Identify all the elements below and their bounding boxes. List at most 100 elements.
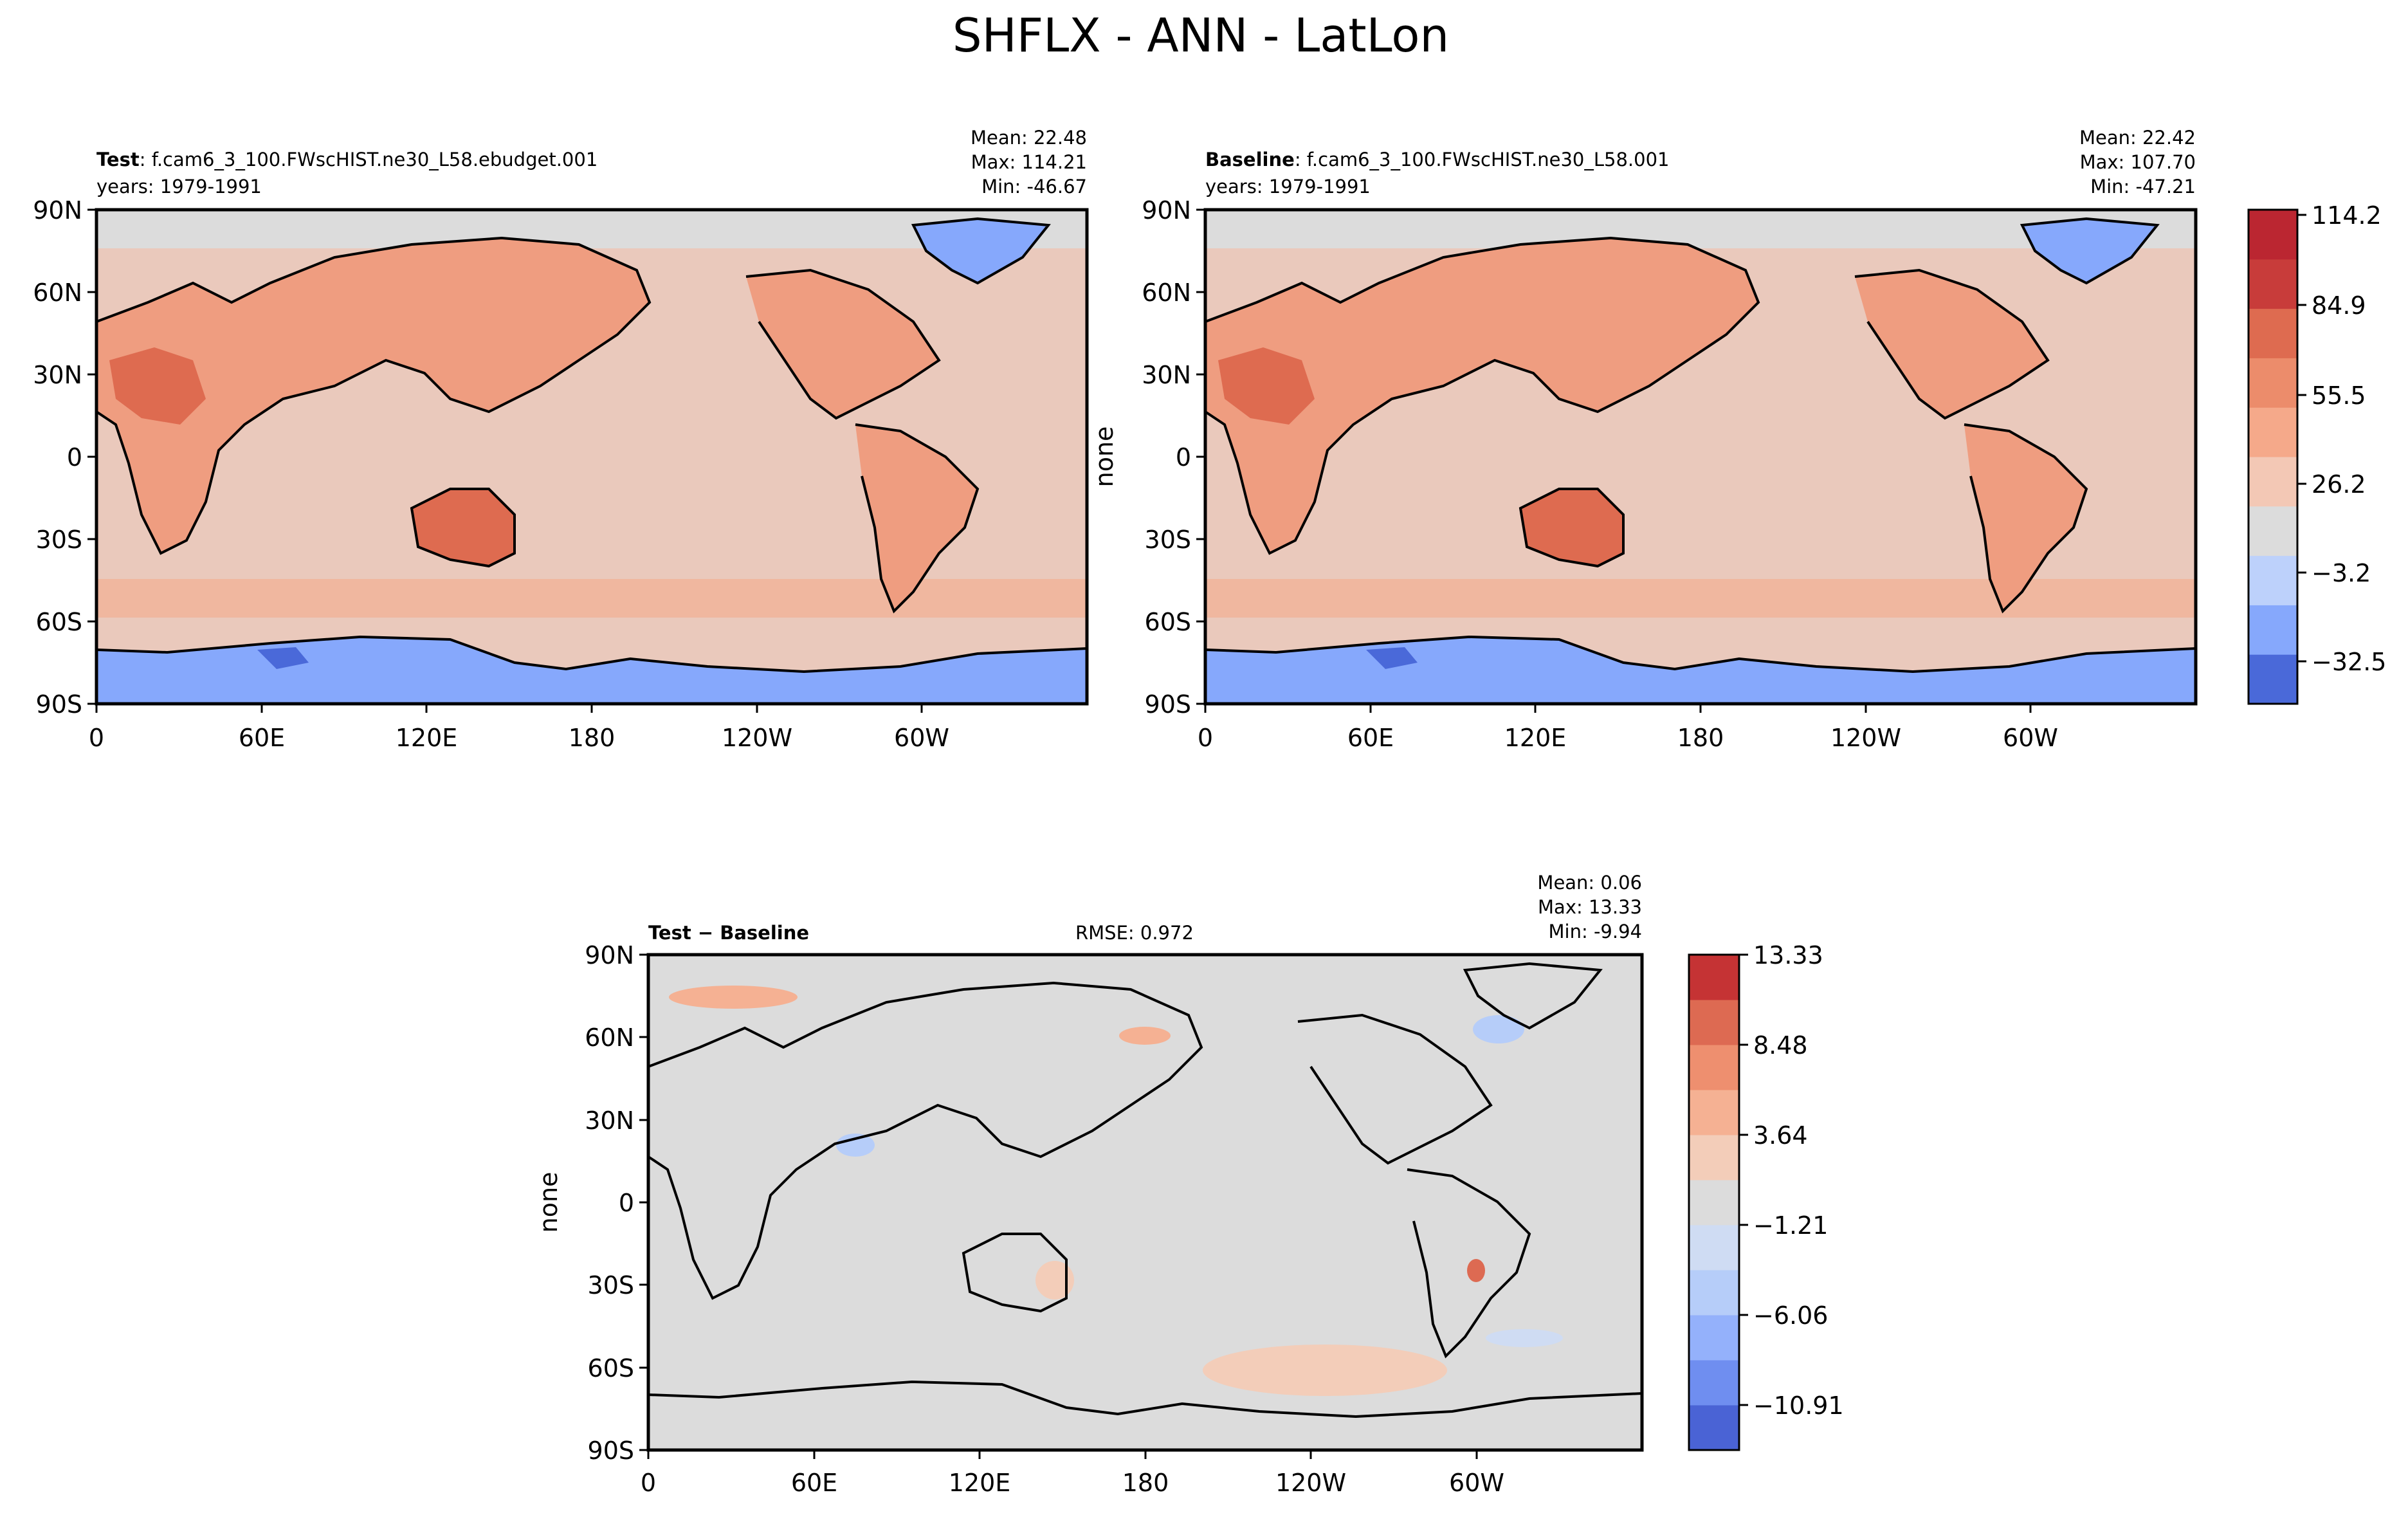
diff-colorbar-segment <box>1689 1000 1739 1045</box>
diff-label: Test − Baseline <box>648 922 809 944</box>
diff-colorbar-segment <box>1689 1405 1739 1451</box>
baseline-years: years: 1979-1991 <box>1205 176 1371 197</box>
diff-colorbar-segment <box>1689 1045 1739 1090</box>
baseline-map <box>1205 210 2196 704</box>
baseline-xtick-label: 120E <box>1504 724 1567 752</box>
main-colorbar-segment <box>2248 605 2297 655</box>
baseline-ytick-label: 60S <box>1145 608 1191 636</box>
baseline-ytick-label: 90S <box>1145 690 1191 719</box>
test-yticks: 90N 60N 30N 0 30S 60S 90S <box>33 196 96 719</box>
diff-colorbar-segment <box>1689 1090 1739 1135</box>
main-colorbar-segment <box>2248 407 2297 457</box>
baseline-xticks: 0 60E 120E 180 120W 60W <box>1198 704 2058 752</box>
baseline-southern-band <box>1205 579 2196 618</box>
test-coastlines <box>96 217 1087 674</box>
baseline-australia <box>1520 489 1623 566</box>
baseline-xtick-label: 180 <box>1677 724 1724 752</box>
test-xtick-label: 120W <box>722 724 792 752</box>
baseline-north-america <box>1855 270 2048 418</box>
test-ytick-label: 30N <box>33 361 82 389</box>
main-colorbar-tick: 114.2 <box>2312 201 2382 230</box>
main-colorbar-segment <box>2248 259 2297 309</box>
diff-xtick-label: 180 <box>1122 1469 1169 1497</box>
baseline-coastlines <box>1205 217 2196 674</box>
diff-colorbar-segment <box>1689 1270 1739 1316</box>
test-antarctica-dark <box>257 647 309 669</box>
diff-colorbar-tick: 8.48 <box>1753 1031 1808 1060</box>
diff-ytick-label: 30N <box>585 1106 634 1135</box>
diff-colorbar-segment <box>1689 1135 1739 1180</box>
diff-colorbar-segment <box>1689 955 1739 1000</box>
diff-ytick-label: 60S <box>588 1354 634 1382</box>
main-colorbar: 114.2 84.9 55.5 26.2 −3.2 −32.5 <box>2247 201 2386 705</box>
baseline-yticks: 90N 60N 30N 0 30S 60S 90S <box>1142 196 1205 719</box>
main-colorbar-segment <box>2248 457 2297 507</box>
diff-colorbar-tick: −1.21 <box>1753 1211 1828 1240</box>
diff-xtick-label: 120E <box>949 1469 1011 1497</box>
baseline-ytick-label: 0 <box>1176 443 1191 472</box>
diff-panel: Test − Baseline RMSE: 0.972 Mean: 0.06 M… <box>534 872 1644 1497</box>
diff-colorbar-tick: 13.33 <box>1753 941 1823 969</box>
baseline-max: Max: 107.70 <box>2080 151 2196 173</box>
baseline-south-america <box>1964 425 2086 611</box>
diff-coastlines <box>648 962 1642 1419</box>
test-xticks: 0 60E 120E 180 120W 60W <box>89 704 949 752</box>
diff-xticks: 0 60E 120E 180 120W 60W <box>641 1450 1504 1497</box>
test-years: years: 1979-1991 <box>96 176 262 197</box>
baseline-xtick-label: 60E <box>1347 724 1394 752</box>
main-colorbar-segment <box>2248 506 2297 556</box>
diff-mean: Mean: 0.06 <box>1537 872 1642 894</box>
test-greenland <box>913 219 1048 283</box>
test-ytick-label: 90N <box>33 196 82 225</box>
diff-map <box>648 955 1642 1450</box>
main-colorbar-tick: 55.5 <box>2312 381 2366 410</box>
diff-ytick-label: 90S <box>588 1437 634 1465</box>
diff-max: Max: 13.33 <box>1538 896 1642 918</box>
diff-cool-patch <box>836 1134 875 1157</box>
baseline-ytick-label: 90N <box>1142 196 1191 225</box>
test-australia <box>412 489 515 566</box>
baseline-mean: Mean: 22.42 <box>2079 127 2196 149</box>
main-colorbar-frame <box>2247 208 2299 705</box>
test-max: Max: 114.21 <box>971 151 1087 173</box>
test-ytick-label: 30S <box>36 526 82 554</box>
diff-warm-patch <box>1035 1261 1074 1299</box>
baseline-min: Min: -47.21 <box>2090 176 2196 197</box>
diff-warm-patch <box>669 986 798 1009</box>
baseline-africa-eurasia <box>1205 238 1758 553</box>
main-colorbar-segment <box>2248 210 2297 260</box>
main-colorbar-tick: −3.2 <box>2312 559 2371 587</box>
baseline-run-label: Baseline: f.cam6_3_100.FWscHIST.ne30_L58… <box>1205 149 1669 170</box>
test-min: Min: -46.67 <box>981 176 1087 197</box>
diff-colorbar-segments <box>1689 955 1739 1451</box>
test-southern-band <box>96 579 1087 618</box>
test-ytick-label: 0 <box>67 443 82 472</box>
diff-ytick-label: 30S <box>588 1271 634 1299</box>
test-xtick-label: 180 <box>569 724 616 752</box>
diff-colorbar-frame <box>1688 953 1740 1451</box>
test-africa-hot <box>109 347 206 425</box>
diff-red-spot <box>1467 1259 1485 1282</box>
diff-yticks: 90N 60N 30N 0 30S 60S 90S <box>585 941 648 1465</box>
diff-colorbar: 13.33 8.48 3.64 −1.21 −6.06 −10.91 <box>1688 941 1844 1451</box>
diff-cool-patch <box>1486 1329 1563 1347</box>
main-colorbar-tick: −32.5 <box>2312 648 2386 676</box>
baseline-xtick-label: 60W <box>2003 724 2058 752</box>
diff-colorbar-segment <box>1689 1360 1739 1406</box>
diff-rmse: RMSE: 0.972 <box>1075 922 1194 944</box>
diff-colorbar-segment <box>1689 1180 1739 1226</box>
test-xtick-label: 60W <box>894 724 949 752</box>
diff-colorbar-segment <box>1689 1315 1739 1361</box>
baseline-xtick-label: 0 <box>1198 724 1213 752</box>
diff-cool-patch <box>1473 1015 1524 1043</box>
test-panel: Test: f.cam6_3_100.FWscHIST.ne30_L58.ebu… <box>33 127 1089 752</box>
figure-title: SHFLX - ANN - LatLon <box>953 8 1449 62</box>
test-xtick-label: 120E <box>396 724 458 752</box>
main-colorbar-segment <box>2248 654 2297 704</box>
diff-ylabel: none <box>534 1172 563 1233</box>
test-xtick-label: 0 <box>89 724 104 752</box>
test-north-america <box>746 270 939 418</box>
baseline-panel: Baseline: f.cam6_3_100.FWscHIST.ne30_L58… <box>1090 127 2198 752</box>
test-xtick-label: 60E <box>239 724 285 752</box>
